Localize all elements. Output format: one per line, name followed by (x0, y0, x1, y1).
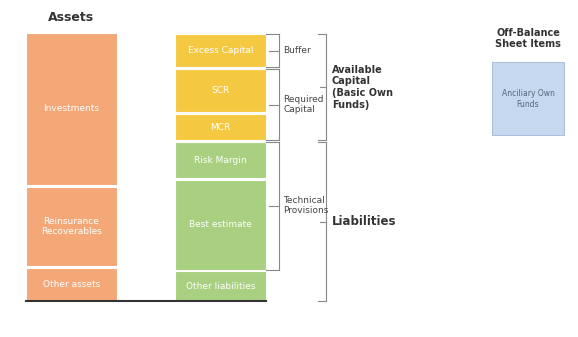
Text: Liabilities: Liabilities (332, 215, 397, 228)
Text: Other assets: Other assets (43, 280, 100, 289)
Text: Off-Balance
Sheet Items: Off-Balance Sheet Items (495, 28, 561, 49)
Bar (175, 142, 266, 179)
Text: Assets: Assets (49, 11, 95, 24)
Text: SCR: SCR (211, 86, 229, 95)
Bar (175, 114, 266, 140)
Text: MCR: MCR (210, 123, 231, 131)
Text: Excess Capital: Excess Capital (187, 46, 253, 55)
Bar (25, 268, 117, 301)
Text: Buffer: Buffer (283, 46, 311, 55)
Bar (175, 271, 266, 301)
Bar (25, 33, 117, 185)
Bar (492, 62, 564, 135)
Text: Available
Capital
(Basic Own
Funds): Available Capital (Basic Own Funds) (332, 65, 393, 110)
Bar (175, 180, 266, 270)
Text: Technical
Provisions: Technical Provisions (283, 196, 329, 215)
Bar (175, 69, 266, 112)
Text: Other liabilities: Other liabilities (186, 282, 255, 291)
Text: Investments: Investments (43, 104, 99, 113)
Text: Reinsurance
Recoverables: Reinsurance Recoverables (41, 217, 102, 236)
Bar (175, 34, 266, 67)
Text: Anciliary Own
Funds: Anciliary Own Funds (502, 89, 554, 109)
Text: Required
Capital: Required Capital (283, 95, 324, 114)
Text: Best estimate: Best estimate (189, 220, 252, 229)
Bar (25, 187, 117, 266)
Text: Risk Margin: Risk Margin (194, 156, 247, 165)
